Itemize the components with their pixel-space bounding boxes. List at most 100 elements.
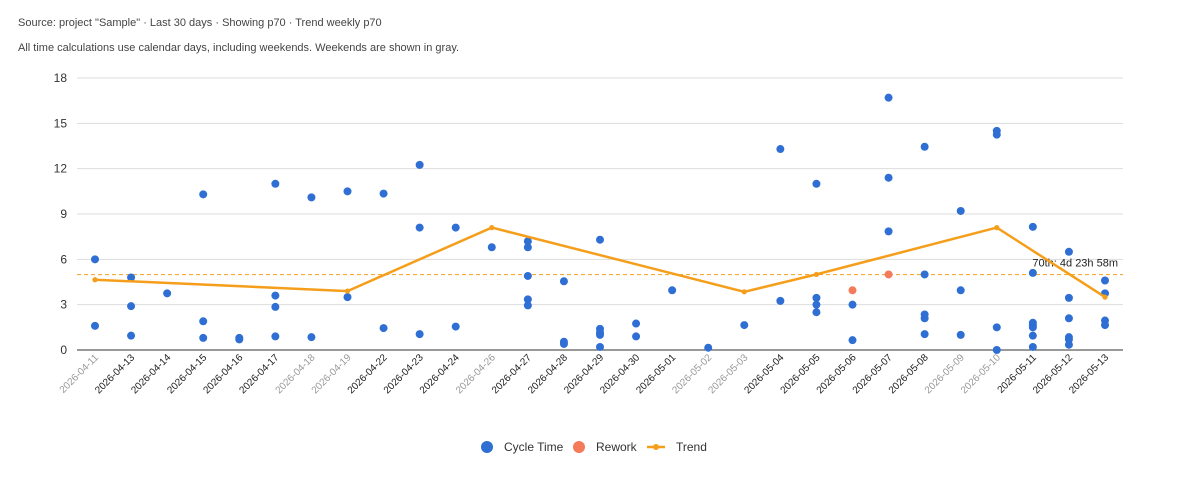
cycle-time-point [596, 342, 604, 351]
cycle-time-point [920, 330, 929, 339]
cycle-time-point [920, 314, 929, 323]
cycle-time-point [523, 301, 532, 310]
cycle-time-point [848, 300, 857, 309]
cycle-time-point [812, 179, 821, 188]
cycle-time-point [163, 289, 172, 298]
cycle-time-point [271, 291, 280, 300]
cycle-time-point [1028, 268, 1037, 277]
cycle-time-point [343, 187, 352, 196]
cycle-time-point [1064, 247, 1073, 256]
cycle-time-point [920, 270, 929, 279]
cycle-time-point [1028, 222, 1037, 231]
cycle-time-point [1064, 314, 1073, 323]
y-tick-label: 0 [60, 343, 67, 357]
cycle-time-point [668, 286, 677, 295]
cycle-time-point [884, 227, 893, 236]
note-line: All time calculations use calendar days,… [18, 42, 460, 54]
cycle-time-point [379, 324, 388, 333]
cycle-time-point [415, 160, 424, 169]
y-tick-label: 9 [60, 207, 67, 221]
cycle-time-point [992, 323, 1001, 332]
cycle-time-point [415, 223, 424, 232]
cycle-time-point [704, 343, 713, 352]
cycle-time-point [1028, 342, 1037, 351]
trend-point [813, 271, 820, 278]
cycle-time-point [1028, 323, 1037, 332]
cycle-time-point [523, 295, 532, 304]
cycle-time-point [1064, 340, 1073, 349]
cycle-time-point [956, 206, 965, 215]
cycle-time-point [307, 193, 316, 202]
cycle-time-point [199, 317, 208, 326]
trend-point [92, 277, 98, 283]
cycle-time-point [271, 332, 280, 341]
cycle-time-point [956, 286, 965, 295]
cycle-time-point [776, 296, 785, 305]
cycle-time-point [487, 243, 496, 252]
cycle-time-point [884, 93, 893, 102]
trend-point [741, 289, 747, 295]
cycle-time-point [884, 173, 893, 182]
x-tick-label: 2026-05-13 [1067, 352, 1111, 396]
p70-label: 70th: 4d 23h 58m [1032, 258, 1118, 270]
legend-label-cycle-time: Cycle Time [504, 440, 564, 454]
cycle-time-point [91, 255, 99, 264]
cycle-time-point [992, 130, 1001, 139]
cycle-time-point [415, 330, 424, 339]
legend-swatch-rework [573, 441, 585, 453]
cycle-time-point [127, 302, 136, 311]
cycle-time-point [632, 332, 641, 341]
cycle-time-point [523, 243, 532, 252]
rework-point [848, 286, 857, 295]
cycle-time-point [920, 142, 929, 151]
cycle-time-point [992, 346, 1001, 354]
cycle-time-point [559, 339, 568, 348]
cycle-time-point [596, 235, 604, 244]
rework-point [884, 270, 893, 279]
trend-point [994, 225, 1000, 231]
cycle-time-point [776, 145, 785, 154]
cycle-time-point [523, 271, 532, 280]
cycle-time-point [199, 190, 208, 199]
cycle-time-point [1101, 321, 1109, 330]
legend-label-rework: Rework [596, 440, 638, 454]
cycle-time-point [235, 335, 244, 344]
legend-swatch-dot-trend [653, 444, 659, 450]
cycle-time-point [812, 293, 821, 302]
cycle-time-point [127, 331, 136, 340]
trend-point [1102, 294, 1108, 300]
cycle-time-point [632, 319, 641, 328]
cycle-time-point [343, 293, 352, 302]
cycle-time-point [1101, 276, 1109, 285]
cycle-time-point [271, 302, 280, 311]
legend-swatch-cycle-time [481, 441, 493, 453]
cycle-time-point [812, 300, 821, 309]
cycle-time-point [127, 273, 136, 282]
cycle-time-point [559, 277, 568, 286]
cycle-time-point [307, 333, 316, 342]
cycle-time-point [451, 322, 460, 331]
cycle-time-point [379, 189, 388, 198]
cycle-time-point [1064, 293, 1073, 302]
y-tick-label: 3 [60, 298, 67, 312]
y-tick-label: 6 [60, 252, 67, 266]
cycle-time-point [596, 330, 604, 339]
y-tick-label: 18 [54, 71, 68, 85]
cycle-time-point [199, 333, 208, 342]
y-tick-label: 15 [54, 116, 68, 130]
trend-point [489, 225, 495, 231]
chart-header: Source: project "Sample" · Last 30 days … [18, 16, 459, 66]
legend-label-trend: Trend [676, 440, 707, 454]
cycle-time-point [91, 321, 99, 330]
cycle-time-point [1028, 331, 1037, 340]
cycle-time-point [271, 179, 280, 188]
cycle-time-point [812, 308, 821, 317]
cycle-time-point [740, 321, 749, 330]
cycle-time-point [956, 330, 965, 339]
trend-point [344, 288, 351, 294]
cycle-time-point [451, 223, 460, 232]
y-tick-label: 12 [54, 162, 68, 176]
cycle-time-point [848, 336, 857, 345]
cycle-time-point [523, 237, 532, 246]
